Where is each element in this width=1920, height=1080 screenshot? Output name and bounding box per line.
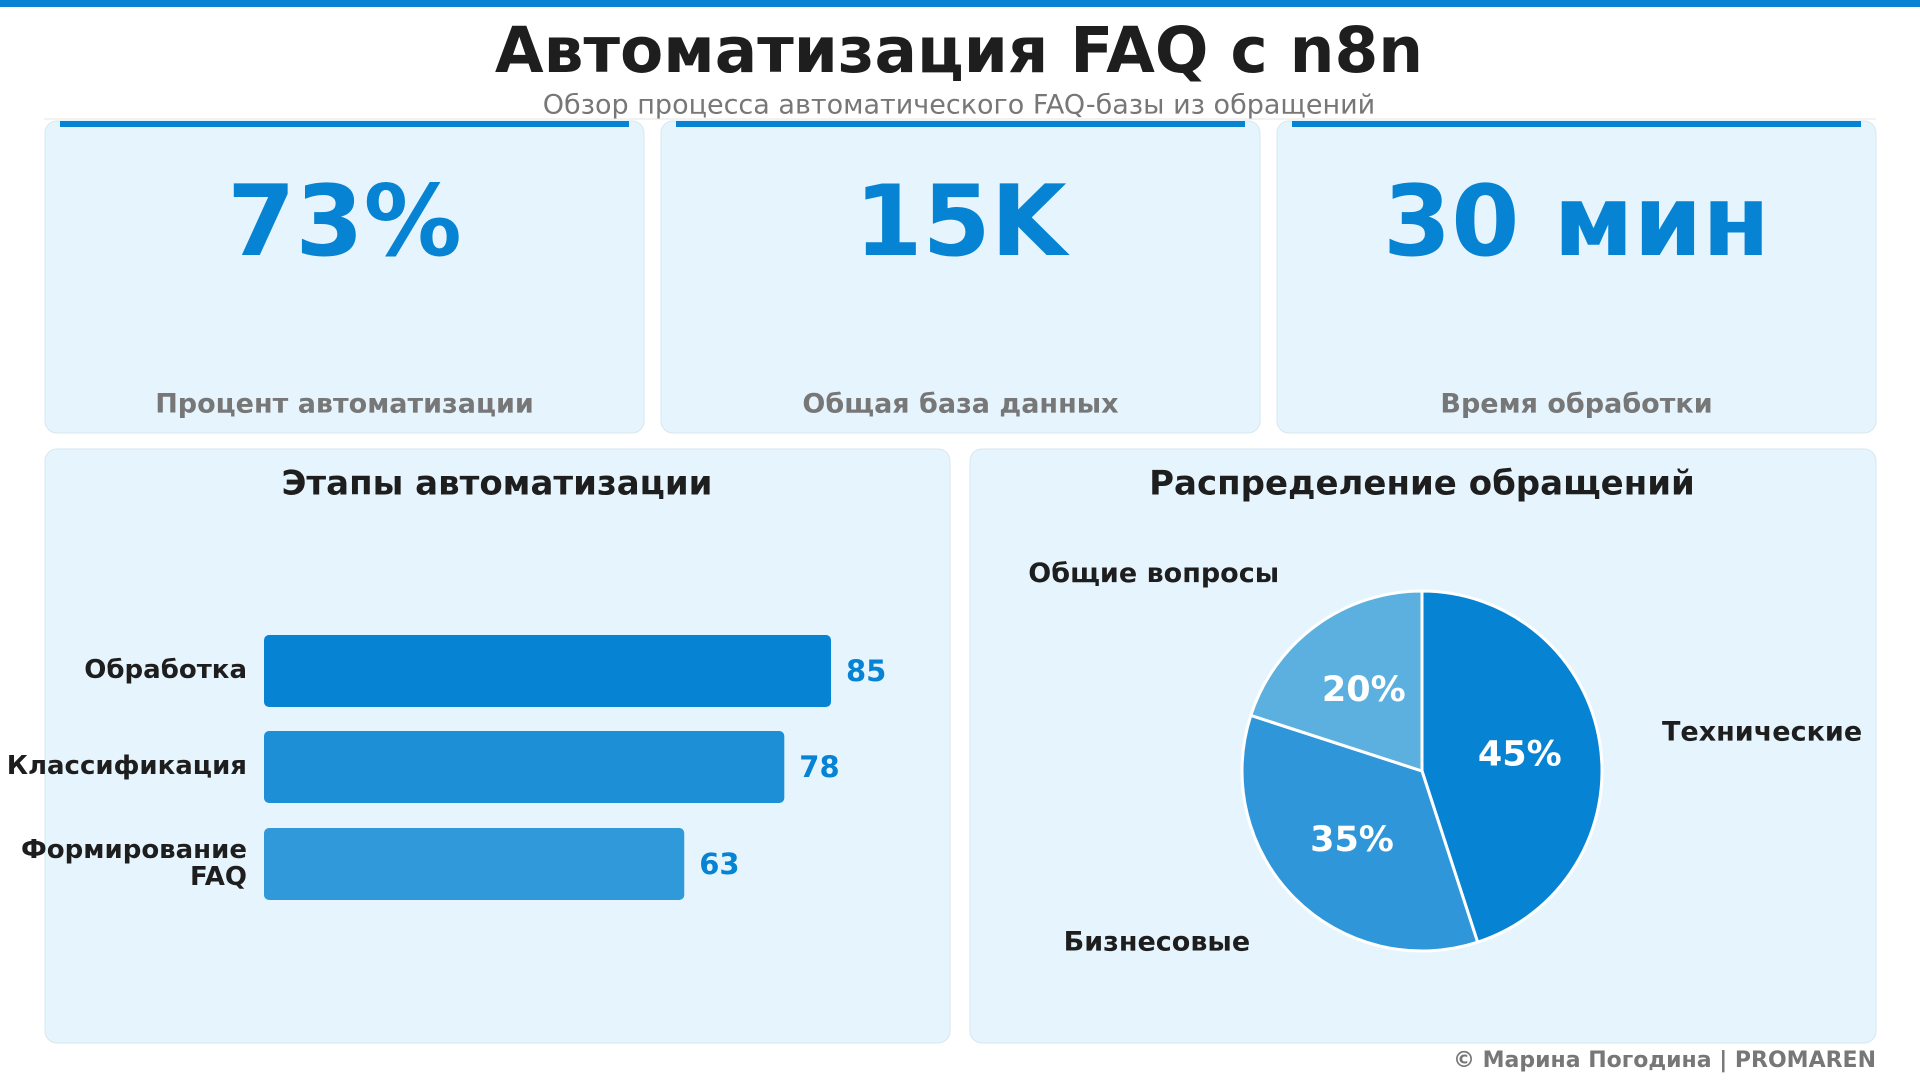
kpi-label: Общая база данных: [802, 389, 1118, 420]
kpi-accent: [60, 121, 629, 127]
kpi-value: 30 мин: [1383, 165, 1770, 279]
slice-label: Технические: [1662, 716, 1862, 747]
kpi-value: 73%: [227, 165, 462, 279]
panel-title: Распределение обращений: [1149, 464, 1695, 504]
slice-value: 20%: [1322, 670, 1406, 710]
category-label: Классификация: [6, 751, 247, 782]
kpi-label: Процент автоматизации: [155, 389, 534, 420]
category-label: Обработка: [84, 655, 247, 686]
pie-slice: [1420, 589, 1604, 945]
footer: © Марина Погодина | PROMAREN: [1453, 1048, 1876, 1073]
kpi-accent: [676, 121, 1245, 127]
bar: [264, 731, 785, 803]
subtitle: Обзор процесса автоматического FAQ-базы …: [543, 90, 1375, 121]
bar: [264, 828, 685, 900]
kpi-accent: [1292, 121, 1861, 127]
kpi-label: Время обработки: [1440, 389, 1712, 420]
value-label: 63: [699, 847, 739, 881]
pie-slice: [1248, 589, 1424, 774]
bar: [264, 635, 831, 707]
slice-value: 35%: [1310, 820, 1394, 860]
value-label: 78: [799, 750, 839, 784]
title: Автоматизация FAQ с n8n: [495, 14, 1423, 87]
value-label: 85: [846, 654, 886, 688]
panel-title: Этапы автоматизации: [281, 464, 712, 504]
slice-label: Бизнесовые: [1064, 926, 1251, 957]
slice-label: Общие вопросы: [1028, 558, 1279, 589]
pie-slice: [1240, 713, 1480, 953]
category-label: Формирование FAQ: [20, 834, 247, 892]
top-bar: [0, 0, 1920, 7]
kpi-value: 15K: [854, 165, 1069, 279]
slice-value: 45%: [1478, 735, 1562, 775]
